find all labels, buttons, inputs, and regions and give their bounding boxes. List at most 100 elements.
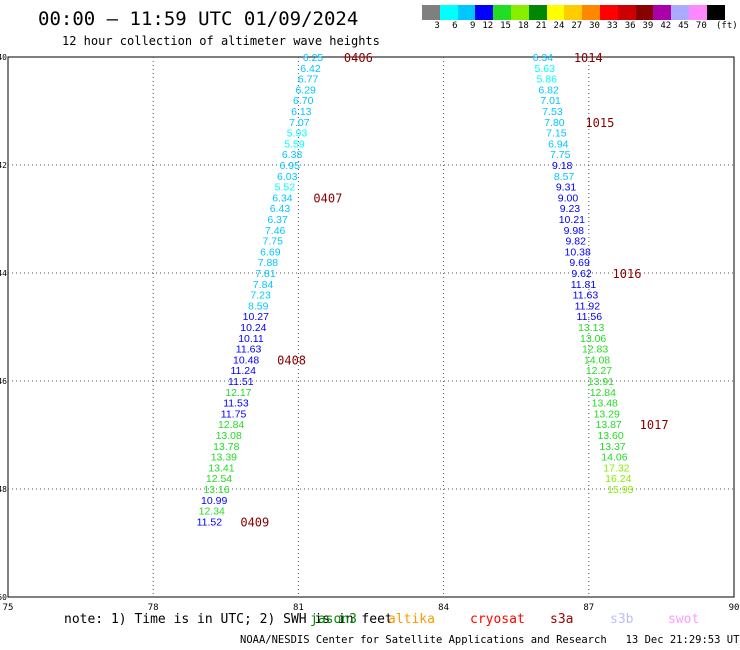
wave-height-label: 6.25 [303, 52, 324, 64]
colorbar-label: 70 [695, 21, 707, 31]
colorbar-swatch [457, 5, 476, 20]
wave-height-label: 14.08 [584, 354, 610, 366]
x-tick-label: 75 [3, 603, 14, 613]
wave-height-label: 7.23 [250, 290, 271, 302]
satellite-s3b: s3b [610, 612, 634, 627]
y-tick-label: -44 [0, 269, 7, 278]
wave-height-label: 17.32 [603, 462, 629, 474]
wave-height-label: 11.81 [571, 279, 597, 291]
x-tick-label: 78 [148, 603, 159, 613]
wave-height-label: 9.18 [552, 160, 573, 172]
wave-height-label: 7.81 [255, 268, 276, 280]
wave-height-label: 7.75 [263, 236, 284, 248]
wave-height-label: 10.99 [201, 495, 227, 507]
y-tick-label: -50 [0, 593, 7, 602]
colorbar-swatch [564, 5, 583, 20]
colorbar-labels: 3 6 9 12 15 18 21 24 27 30 33 36 39 42 45 70 [422, 21, 707, 31]
colorbar-swatch [635, 5, 654, 20]
wave-height-label: 6.37 [267, 214, 288, 226]
y-tick-label: -48 [0, 485, 7, 494]
chart-title: 00:00 – 11:59 UTC 01/09/2024 [38, 8, 359, 30]
wave-height-label: 5.93 [287, 128, 308, 140]
colorbar-unit: (ft) [716, 21, 738, 31]
wave-height-label: 10.48 [233, 354, 259, 366]
wave-height-label: 11.51 [228, 376, 254, 388]
wave-height-label: 9.98 [564, 225, 585, 237]
x-tick-label: 90 [729, 603, 740, 613]
wave-height-label: 9.31 [556, 182, 577, 194]
wave-height-label: 12.84 [590, 387, 616, 399]
colorbar-label: 15 [500, 21, 511, 31]
chart-subtitle: 12 hour collection of altimeter wave hei… [62, 34, 380, 48]
wave-height-label: 11.63 [236, 344, 262, 356]
wave-height-label: 6.13 [291, 106, 312, 118]
colorbar-label: 39 [642, 21, 654, 31]
wave-height-label: 7.07 [289, 117, 310, 129]
colorbar-label: 21 [535, 21, 547, 31]
wave-height-label: 8.59 [248, 300, 269, 312]
wave-height-label: 6.38 [282, 149, 303, 161]
colorbar-swatch [528, 5, 547, 20]
note-text: note: 1) Time is in UTC; 2) SWH is in fe… [64, 612, 393, 627]
wave-height-label: 7.84 [253, 279, 274, 291]
colorbar-swatch [422, 5, 440, 20]
time-label: 1015 [585, 116, 614, 130]
wave-height-label: 13.91 [588, 376, 614, 388]
wave-height-label: 7.15 [546, 128, 567, 140]
wave-height-label: 13.78 [213, 441, 239, 453]
wave-height-label: 7.88 [258, 257, 279, 269]
wave-height-label: 5.52 [275, 182, 296, 194]
satellite-altika: altika [388, 612, 435, 627]
colorbar-label: 33 [606, 21, 618, 31]
colorbar-swatch [439, 5, 458, 20]
wave-height-label: 12.17 [225, 387, 251, 399]
colorbar-label: 27 [571, 21, 583, 31]
wave-height-label: 13.39 [211, 452, 237, 464]
wave-height-label: 11.75 [221, 408, 247, 420]
wave-height-label: 12.27 [586, 365, 612, 377]
wave-height-label: 8.57 [554, 171, 575, 183]
wave-height-label: 15.93 [607, 484, 633, 496]
wave-height-label: 7.75 [550, 149, 571, 161]
wave-height-label: 10.21 [559, 214, 585, 226]
wave-height-label: 11.52 [197, 516, 223, 528]
wave-height-label: 6.95 [279, 160, 300, 172]
colorbar-label: 45 [678, 21, 689, 31]
wave-height-label: 16.24 [605, 473, 631, 485]
wave-height-label: 6.94 [548, 138, 569, 150]
y-tick-label: -46 [0, 377, 7, 386]
colorbar-swatch [617, 5, 636, 20]
wave-height-label: 9.23 [560, 203, 581, 215]
colorbar-swatch [688, 5, 707, 20]
y-tick-label: -40 [0, 53, 7, 62]
time-label: 1017 [640, 418, 669, 432]
colorbar-label: 12 [482, 21, 494, 31]
wave-height-label: 6.69 [260, 246, 281, 258]
colorbar [422, 5, 725, 20]
wave-height-label: 5.86 [536, 74, 557, 86]
wave-height-label: 9.82 [566, 236, 587, 248]
colorbar-label: 24 [553, 21, 565, 31]
time-label: 0407 [313, 191, 342, 205]
colorbar-swatch [706, 5, 725, 20]
wave-height-label: 13.87 [596, 419, 622, 431]
wave-height-label: 10.11 [238, 333, 264, 345]
satellite-swot: swot [668, 612, 700, 627]
colorbar-swatch [653, 5, 672, 20]
wave-height-label: 11.56 [577, 311, 603, 323]
wave-height-label: 5.63 [535, 63, 556, 75]
wave-height-label: 6.43 [270, 203, 291, 215]
wave-height-label: 10.27 [243, 311, 269, 323]
colorbar-swatch [671, 5, 689, 20]
x-tick-label: 87 [583, 603, 594, 613]
wave-height-label: 11.24 [230, 365, 256, 377]
colorbar-label: 42 [660, 21, 672, 31]
time-label: 1016 [613, 267, 642, 281]
colorbar-label: 3 [434, 21, 440, 31]
x-tick-label: 84 [438, 603, 449, 613]
wave-height-label: 12.84 [218, 419, 244, 431]
wave-height-label: 7.46 [265, 225, 286, 237]
colorbar-swatch [546, 5, 565, 20]
wave-height-label: 13.06 [580, 333, 606, 345]
